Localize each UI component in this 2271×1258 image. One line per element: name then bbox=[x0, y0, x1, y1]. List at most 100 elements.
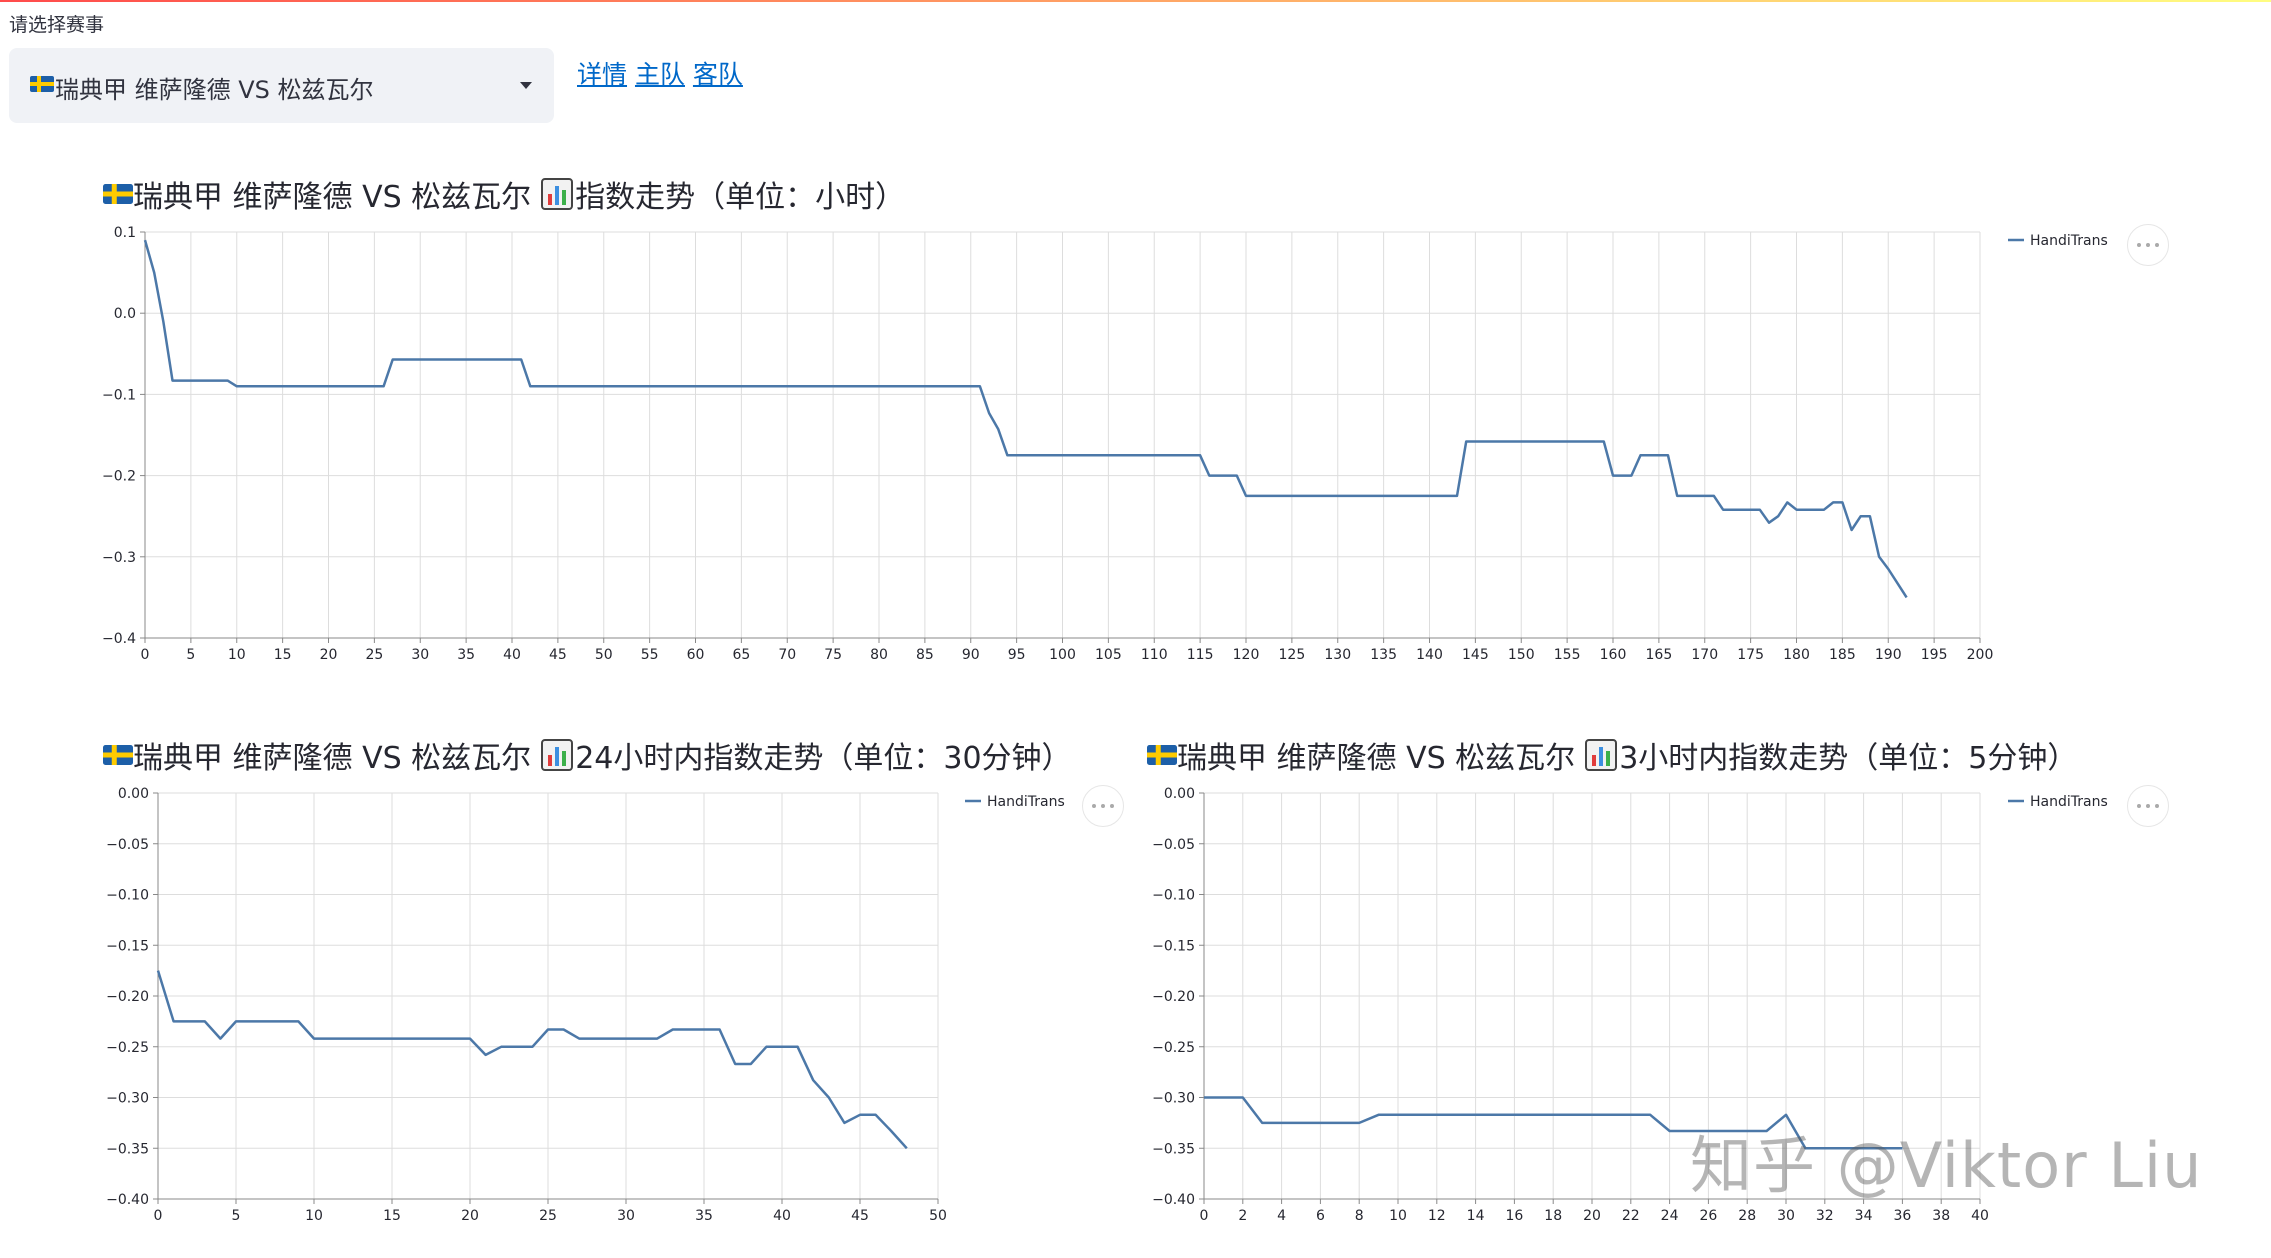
chart-menu-button[interactable] bbox=[2127, 785, 2169, 827]
y-tick-label: −0.40 bbox=[1152, 1192, 1195, 1208]
chart-title-main: 瑞典甲 维萨隆德 VS 松兹瓦尔 bbox=[133, 180, 532, 215]
match-select[interactable]: 瑞典甲 维萨隆德 VS 松兹瓦尔 bbox=[9, 48, 554, 123]
y-tick-label: 0.00 bbox=[1164, 786, 1195, 802]
chart-menu-button[interactable] bbox=[1082, 785, 1124, 827]
x-tick-label: 115 bbox=[1187, 647, 1214, 663]
x-tick-label: 30 bbox=[411, 647, 429, 663]
x-tick-label: 170 bbox=[1691, 647, 1718, 663]
x-tick-label: 15 bbox=[383, 1208, 401, 1224]
select-label: 请选择赛事 bbox=[9, 14, 105, 36]
y-tick-label: −0.15 bbox=[106, 938, 149, 954]
chart-title-3h: 瑞典甲 维萨隆德 VS 松兹瓦尔 3小时内指数走势（单位：5分钟） bbox=[1147, 733, 2077, 777]
y-tick-label: −0.30 bbox=[106, 1091, 149, 1107]
x-tick-label: 40 bbox=[1971, 1208, 1989, 1224]
x-tick-label: 18 bbox=[1544, 1208, 1562, 1224]
x-tick-label: 35 bbox=[457, 647, 475, 663]
x-tick-label: 10 bbox=[305, 1208, 323, 1224]
x-tick-label: 22 bbox=[1622, 1208, 1640, 1224]
x-tick-label: 24 bbox=[1661, 1208, 1679, 1224]
chart-title-sub: 3小时内指数走势（单位：5分钟） bbox=[1619, 741, 2078, 776]
bar-chart-icon bbox=[541, 178, 574, 210]
x-tick-label: 0 bbox=[141, 647, 150, 663]
chart-title-sub: 24小时内指数走势（单位：30分钟） bbox=[575, 741, 1072, 776]
x-tick-label: 12 bbox=[1428, 1208, 1446, 1224]
x-tick-label: 20 bbox=[461, 1208, 479, 1224]
x-tick-label: 32 bbox=[1816, 1208, 1834, 1224]
x-tick-label: 180 bbox=[1783, 647, 1810, 663]
x-tick-label: 4 bbox=[1277, 1208, 1286, 1224]
x-tick-label: 100 bbox=[1049, 647, 1076, 663]
watermark: 知乎 @Viktor Liu bbox=[1690, 1129, 2203, 1202]
x-tick-label: 65 bbox=[732, 647, 750, 663]
y-tick-label: −0.20 bbox=[1152, 989, 1195, 1005]
x-tick-label: 40 bbox=[503, 647, 521, 663]
x-tick-label: 175 bbox=[1737, 647, 1764, 663]
nav-links: 详情 主队 客队 bbox=[577, 55, 743, 91]
y-tick-label: −0.3 bbox=[102, 550, 136, 566]
x-tick-label: 105 bbox=[1095, 647, 1122, 663]
x-tick-label: 45 bbox=[851, 1208, 869, 1224]
y-tick-label: −0.05 bbox=[1152, 837, 1195, 853]
chart-title-main: 瑞典甲 维萨隆德 VS 松兹瓦尔 bbox=[133, 741, 532, 776]
x-tick-label: 25 bbox=[539, 1208, 557, 1224]
x-tick-label: 30 bbox=[617, 1208, 635, 1224]
y-tick-label: −0.35 bbox=[1152, 1141, 1195, 1157]
bar-chart-icon bbox=[541, 739, 574, 771]
home-team-link[interactable]: 主队 bbox=[634, 60, 685, 89]
series-line-handitrans bbox=[143, 239, 1908, 599]
sweden-flag-icon bbox=[1147, 745, 1177, 765]
y-tick-label: −0.15 bbox=[1152, 938, 1195, 954]
x-tick-label: 14 bbox=[1467, 1208, 1485, 1224]
chart-menu-button[interactable] bbox=[2127, 224, 2169, 266]
bar-chart-icon bbox=[1585, 739, 1618, 771]
x-tick-label: 160 bbox=[1600, 647, 1627, 663]
chart-title-24h: 瑞典甲 维萨隆德 VS 松兹瓦尔 24小时内指数走势（单位：30分钟） bbox=[103, 733, 1072, 777]
x-tick-label: 0 bbox=[1200, 1208, 1209, 1224]
x-tick-label: 95 bbox=[1008, 647, 1026, 663]
x-tick-label: 60 bbox=[687, 647, 705, 663]
x-tick-label: 20 bbox=[320, 647, 338, 663]
x-tick-label: 155 bbox=[1554, 647, 1581, 663]
x-tick-label: 16 bbox=[1505, 1208, 1523, 1224]
x-tick-label: 75 bbox=[824, 647, 842, 663]
x-tick-label: 5 bbox=[232, 1208, 241, 1224]
y-tick-label: −0.20 bbox=[106, 989, 149, 1005]
x-tick-label: 130 bbox=[1324, 647, 1351, 663]
x-tick-label: 36 bbox=[1893, 1208, 1911, 1224]
sweden-flag-icon bbox=[30, 76, 54, 92]
x-tick-label: 185 bbox=[1829, 647, 1856, 663]
sweden-flag-icon bbox=[103, 184, 133, 204]
x-tick-label: 85 bbox=[916, 647, 934, 663]
chevron-down-icon[interactable] bbox=[520, 82, 532, 89]
x-tick-label: 38 bbox=[1932, 1208, 1950, 1224]
x-tick-label: 34 bbox=[1855, 1208, 1873, 1224]
y-tick-label: −0.1 bbox=[102, 387, 136, 403]
top-decoration-line bbox=[0, 0, 2271, 2]
detail-link[interactable]: 详情 bbox=[577, 60, 628, 89]
away-team-link[interactable]: 客队 bbox=[692, 60, 743, 89]
x-tick-label: 195 bbox=[1921, 647, 1948, 663]
y-tick-label: −0.40 bbox=[106, 1192, 149, 1208]
x-tick-label: 35 bbox=[695, 1208, 713, 1224]
y-tick-label: −0.35 bbox=[106, 1141, 149, 1157]
x-tick-label: 150 bbox=[1508, 647, 1535, 663]
x-tick-label: 145 bbox=[1462, 647, 1489, 663]
legend-label: HandiTrans bbox=[2030, 794, 2108, 810]
x-tick-label: 0 bbox=[154, 1208, 163, 1224]
x-tick-label: 25 bbox=[365, 647, 383, 663]
y-tick-label: −0.10 bbox=[1152, 888, 1195, 904]
x-tick-label: 70 bbox=[778, 647, 796, 663]
chart-title-main: 瑞典甲 维萨隆德 VS 松兹瓦尔 bbox=[1177, 741, 1576, 776]
x-tick-label: 26 bbox=[1699, 1208, 1717, 1224]
x-tick-label: 45 bbox=[549, 647, 567, 663]
y-tick-label: −0.25 bbox=[106, 1040, 149, 1056]
x-tick-label: 6 bbox=[1316, 1208, 1325, 1224]
x-tick-label: 120 bbox=[1233, 647, 1260, 663]
x-tick-label: 2 bbox=[1238, 1208, 1247, 1224]
x-tick-label: 8 bbox=[1355, 1208, 1364, 1224]
x-tick-label: 80 bbox=[870, 647, 888, 663]
x-tick-label: 50 bbox=[595, 647, 613, 663]
y-tick-label: −0.30 bbox=[1152, 1091, 1195, 1107]
